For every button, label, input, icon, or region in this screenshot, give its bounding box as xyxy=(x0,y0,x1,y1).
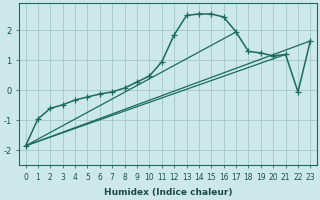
X-axis label: Humidex (Indice chaleur): Humidex (Indice chaleur) xyxy=(104,188,232,197)
